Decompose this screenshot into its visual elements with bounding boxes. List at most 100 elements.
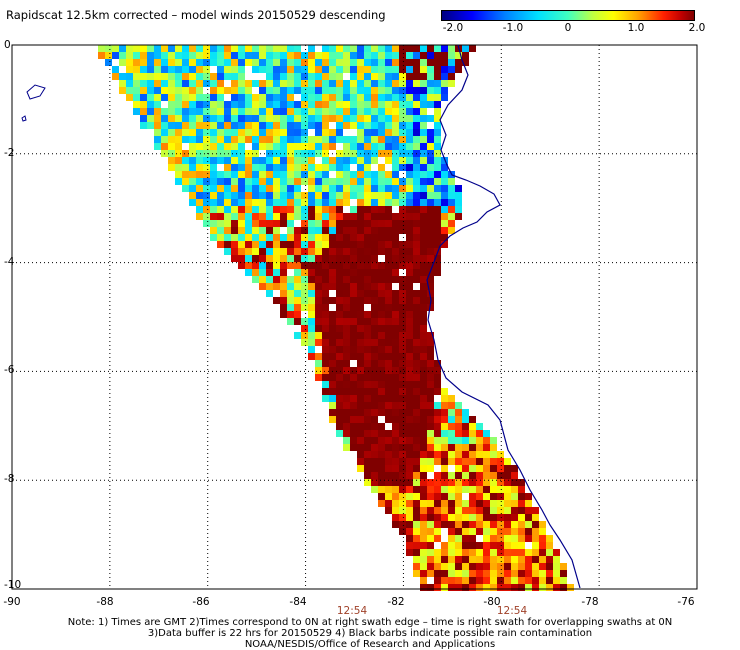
swath-cell bbox=[546, 584, 553, 591]
swath-cell bbox=[329, 108, 336, 115]
swath-cell bbox=[147, 52, 154, 59]
swath-cell bbox=[413, 332, 420, 339]
swath-cell bbox=[434, 45, 441, 52]
swath-cell bbox=[413, 381, 420, 388]
lon-label: -84 bbox=[289, 596, 307, 608]
swath-cell bbox=[427, 500, 434, 507]
swath-cell bbox=[413, 52, 420, 59]
swath-cell bbox=[161, 66, 168, 73]
swath-cell bbox=[273, 66, 280, 73]
swath-cell bbox=[392, 262, 399, 269]
swath-cell bbox=[364, 290, 371, 297]
swath-cell bbox=[322, 318, 329, 325]
swath-cell bbox=[378, 178, 385, 185]
swath-cell bbox=[420, 157, 427, 164]
swath-cell bbox=[119, 45, 126, 52]
swath-cell bbox=[406, 500, 413, 507]
swath-cell bbox=[175, 164, 182, 171]
swath-cell bbox=[504, 486, 511, 493]
swath-cell bbox=[406, 465, 413, 472]
swath-cell bbox=[371, 136, 378, 143]
swath-cell bbox=[371, 472, 378, 479]
swath-cell bbox=[371, 80, 378, 87]
swath-cell bbox=[469, 458, 476, 465]
swath-cell bbox=[483, 479, 490, 486]
swath-cell bbox=[280, 94, 287, 101]
swath-cell bbox=[259, 136, 266, 143]
swath-cell bbox=[343, 395, 350, 402]
swath-cell bbox=[406, 80, 413, 87]
swath-cell bbox=[231, 94, 238, 101]
swath-cell bbox=[427, 290, 434, 297]
swath-cell bbox=[385, 157, 392, 164]
swath-cell bbox=[245, 101, 252, 108]
swath-cell bbox=[322, 178, 329, 185]
swath-cell bbox=[266, 143, 273, 150]
swath-cell bbox=[280, 178, 287, 185]
swath-cell bbox=[420, 339, 427, 346]
swath-cell bbox=[406, 479, 413, 486]
swath-cell bbox=[357, 234, 364, 241]
swath-cell bbox=[245, 185, 252, 192]
swath-cell bbox=[210, 143, 217, 150]
swath-cell bbox=[406, 514, 413, 521]
swath-cell bbox=[329, 94, 336, 101]
swath-cell bbox=[322, 220, 329, 227]
swath-cell bbox=[434, 115, 441, 122]
swath-cell bbox=[259, 276, 266, 283]
swath-cell bbox=[385, 437, 392, 444]
swath-cell bbox=[420, 136, 427, 143]
swath-cell bbox=[413, 353, 420, 360]
swath-cell bbox=[399, 507, 406, 514]
swath-cell bbox=[483, 535, 490, 542]
swath-cell bbox=[203, 108, 210, 115]
swath-cell bbox=[357, 262, 364, 269]
swath-cell bbox=[280, 283, 287, 290]
swath-cell bbox=[294, 255, 301, 262]
swath-cell bbox=[182, 129, 189, 136]
swath-cell bbox=[336, 248, 343, 255]
swath-cell bbox=[196, 108, 203, 115]
swath-cell bbox=[385, 381, 392, 388]
swath-cell bbox=[322, 325, 329, 332]
swath-cell bbox=[189, 199, 196, 206]
swath-cell bbox=[259, 45, 266, 52]
swath-cell bbox=[301, 262, 308, 269]
swath-cell bbox=[406, 59, 413, 66]
swath-cell bbox=[399, 290, 406, 297]
swath-cell bbox=[413, 115, 420, 122]
swath-cell bbox=[497, 472, 504, 479]
swath-cell bbox=[413, 360, 420, 367]
swath-cell bbox=[364, 430, 371, 437]
swath-cell bbox=[322, 94, 329, 101]
swath-cell bbox=[364, 227, 371, 234]
swath-cell bbox=[336, 388, 343, 395]
swath-cell bbox=[266, 136, 273, 143]
swath-cell bbox=[231, 248, 238, 255]
swath-cell bbox=[252, 157, 259, 164]
swath-cell bbox=[392, 458, 399, 465]
swath-cell bbox=[357, 73, 364, 80]
swath-cell bbox=[315, 304, 322, 311]
swath-cell bbox=[315, 290, 322, 297]
swath-cell bbox=[420, 374, 427, 381]
swath-cell bbox=[434, 87, 441, 94]
swath-cell bbox=[399, 157, 406, 164]
swath-cell bbox=[119, 87, 126, 94]
swath-cell bbox=[259, 255, 266, 262]
swath-cell bbox=[308, 164, 315, 171]
swath-cell bbox=[434, 129, 441, 136]
swath-cell bbox=[448, 192, 455, 199]
swath-cell bbox=[518, 563, 525, 570]
swath-cell bbox=[364, 318, 371, 325]
swath-cell bbox=[420, 493, 427, 500]
swath-cell bbox=[462, 458, 469, 465]
swath-cell bbox=[371, 388, 378, 395]
swath-cell bbox=[420, 570, 427, 577]
swath-cell bbox=[196, 136, 203, 143]
swath-cell bbox=[329, 269, 336, 276]
swath-cell bbox=[448, 206, 455, 213]
swath-cell bbox=[308, 227, 315, 234]
swath-cell bbox=[301, 80, 308, 87]
swath-cell bbox=[420, 171, 427, 178]
